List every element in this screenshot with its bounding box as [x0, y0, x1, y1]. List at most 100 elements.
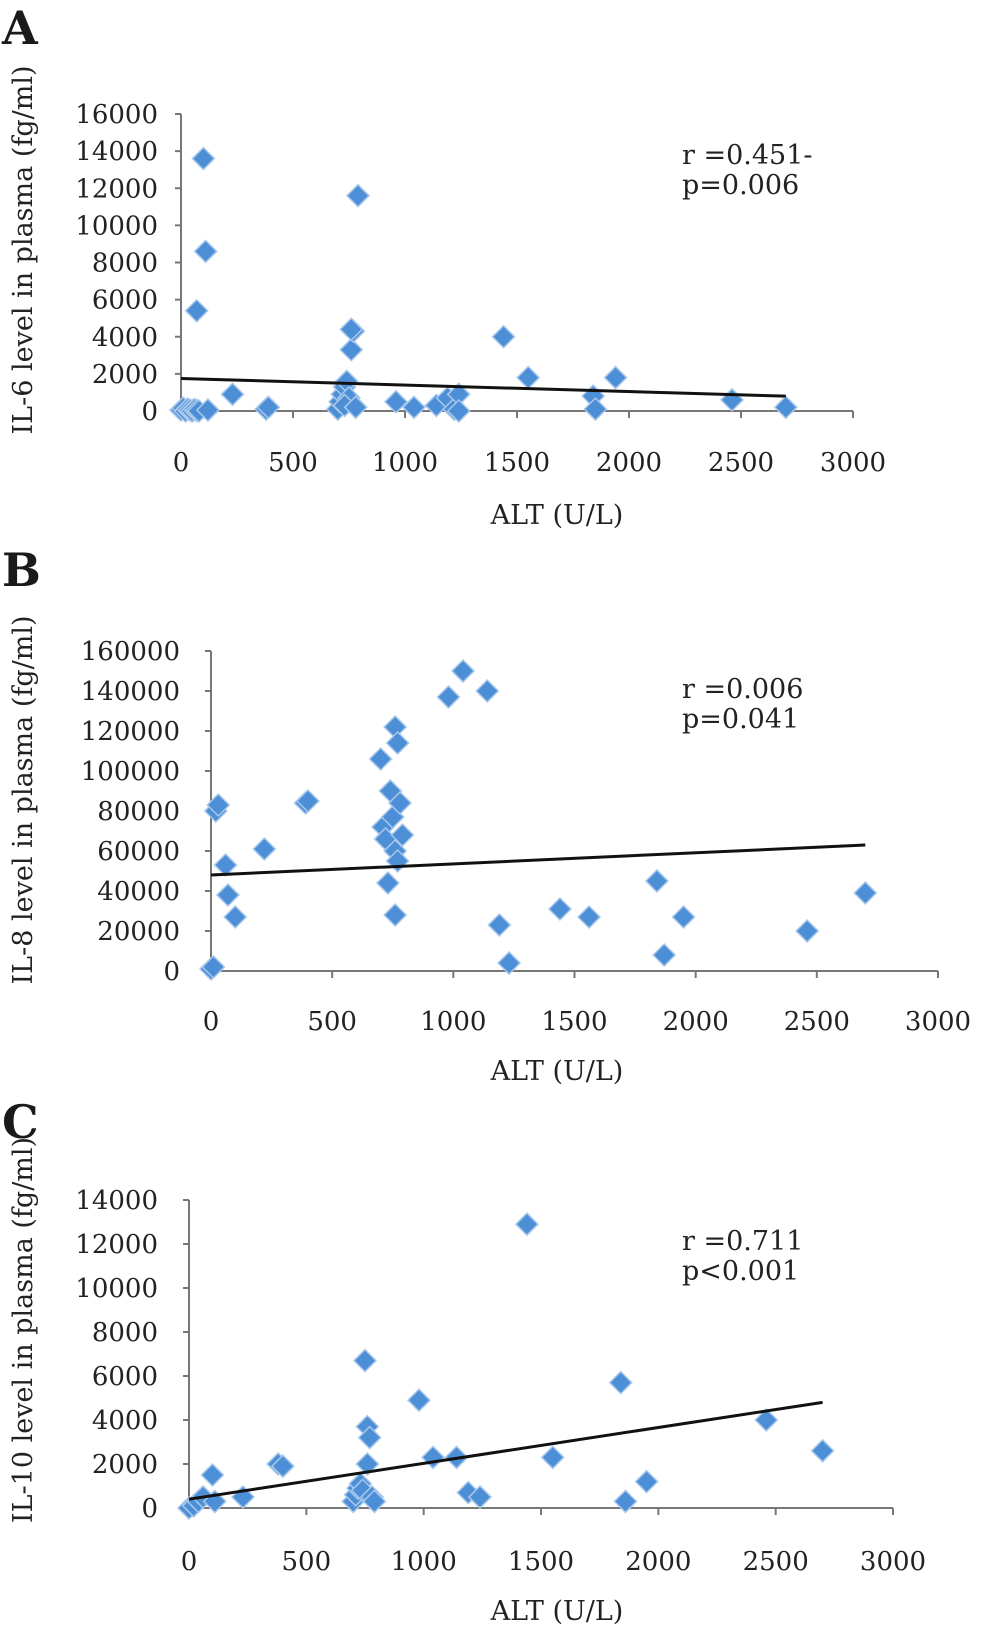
- data-point-b: [383, 902, 408, 928]
- x-tick-label-b: 3000: [905, 1007, 971, 1037]
- data-point-b: [644, 868, 669, 894]
- data-point-b: [450, 658, 476, 684]
- data-point-c: [355, 1451, 380, 1477]
- data-point-a: [603, 365, 628, 390]
- y-axis-title-c: IL-10 level in plasma (fg/ml): [8, 1137, 39, 1523]
- y-tick-label-b: 140000: [81, 677, 180, 707]
- data-point-c: [200, 1462, 225, 1488]
- data-point-c: [810, 1438, 835, 1463]
- x-tick-label-b: 2000: [663, 1007, 729, 1037]
- y-tick-label-c: 6000: [92, 1362, 158, 1392]
- x-tick-label-c: 0: [181, 1547, 198, 1577]
- stat-p-a: p=0.006: [682, 170, 799, 201]
- data-point-a: [491, 324, 516, 349]
- y-tick-label-c: 12000: [75, 1230, 158, 1260]
- data-point-b: [853, 880, 878, 906]
- plot-area-b: 0200004000060000800001000001200001400001…: [81, 637, 971, 1037]
- y-tick-label-a: 0: [141, 397, 158, 427]
- y-tick-label-b: 160000: [81, 637, 180, 667]
- y-axis-title-a: IL-6 level in plasma (fg/ml): [8, 66, 39, 435]
- stat-r-a: r =0.451-: [682, 140, 813, 171]
- y-tick-label-a: 10000: [75, 211, 158, 241]
- y-axis-title-b: IL-8 level in plasma (fg/ml): [8, 616, 39, 985]
- data-point-a: [191, 146, 216, 171]
- data-point-c: [514, 1212, 539, 1237]
- trend-line-a: [180, 377, 786, 398]
- data-point-c: [352, 1348, 378, 1373]
- data-point-b: [213, 852, 238, 878]
- x-tick-label-b: 1500: [541, 1007, 607, 1037]
- y-tick-label-b: 40000: [97, 877, 180, 907]
- data-point-a: [195, 398, 220, 423]
- y-tick-label-b: 120000: [81, 717, 180, 747]
- panel-letter-b: B: [2, 543, 41, 597]
- y-tick-label-a: 16000: [75, 100, 158, 130]
- data-point-a: [401, 395, 427, 420]
- plot-area-c: 0 2000 4000 6000 8000 10000 12000 14000 0 500 1000…: [75, 1186, 926, 1577]
- data-point-a: [345, 183, 371, 208]
- x-tick-label-b: 1000: [420, 1007, 486, 1037]
- data-point-b: [295, 788, 320, 814]
- data-point-c: [634, 1469, 659, 1494]
- data-point-a: [719, 387, 745, 412]
- data-point-a: [343, 395, 368, 420]
- y-tick-label-b: 80000: [97, 797, 180, 827]
- data-point-b: [201, 954, 226, 980]
- y-tick-label-c: 0: [141, 1494, 158, 1524]
- x-tick-label-a: 2000: [596, 448, 662, 478]
- data-point-b: [375, 870, 400, 896]
- data-point-b: [671, 904, 696, 930]
- data-point-a: [184, 298, 209, 323]
- x-tick-label-a: 0: [173, 448, 190, 478]
- panel-letter-c: C: [2, 1095, 39, 1149]
- data-point-b: [576, 904, 602, 930]
- data-point-b: [795, 918, 820, 944]
- data-point-b: [652, 942, 677, 968]
- trend-line-c: [188, 1400, 823, 1501]
- x-tick-label-a: 500: [268, 448, 318, 478]
- y-tick-label-c: 14000: [75, 1186, 158, 1216]
- data-point-b: [215, 882, 241, 908]
- y-tick-label-a: 4000: [92, 323, 158, 353]
- panel-a: A IL-6 level in plasma (fg/ml) ALT (U/L)…: [1, 1, 886, 531]
- y-tick-label-b: 0: [163, 957, 180, 987]
- x-tick-label-a: 2500: [708, 448, 774, 478]
- data-point-b: [385, 730, 410, 756]
- panel-letter-a: A: [1, 1, 39, 55]
- y-tick-label-b: 20000: [97, 917, 180, 947]
- data-point-b: [252, 836, 277, 862]
- x-tick-label-b: 0: [203, 1007, 220, 1037]
- data-point-c: [420, 1445, 446, 1470]
- x-tick-label-b: 2500: [784, 1007, 850, 1037]
- data-point-a: [773, 395, 798, 420]
- y-tick-label-a: 14000: [75, 137, 158, 167]
- data-point-c: [270, 1454, 295, 1479]
- data-point-b: [368, 746, 393, 772]
- data-point-c: [754, 1407, 779, 1433]
- data-point-b: [390, 822, 415, 848]
- data-point-c: [362, 1489, 387, 1514]
- plot-area-a: 0 2000 4000 6000 8000 10000 12000 14000 16000 0 50…: [75, 100, 886, 478]
- data-point-b: [487, 912, 512, 938]
- data-point-b: [547, 896, 573, 922]
- data-point-b: [206, 792, 231, 818]
- y-tick-label-a: 8000: [92, 249, 158, 279]
- data-point-a: [446, 398, 471, 424]
- x-tick-label-c: 1500: [508, 1547, 574, 1577]
- x-axis-title-b: ALT (U/L): [490, 1056, 624, 1087]
- x-tick-label-a: 1000: [372, 448, 438, 478]
- data-point-c: [467, 1484, 493, 1510]
- y-tick-label-c: 8000: [92, 1318, 158, 1348]
- x-axis-title-a: ALT (U/L): [490, 500, 624, 531]
- data-point-c: [613, 1489, 638, 1514]
- data-point-b: [223, 904, 248, 930]
- data-point-a: [339, 337, 364, 362]
- data-point-a: [193, 239, 218, 264]
- data-point-b: [497, 950, 522, 976]
- y-tick-label-a: 6000: [92, 286, 158, 316]
- data-point-c: [608, 1370, 633, 1395]
- stat-r-c: r =0.711: [682, 1226, 803, 1257]
- stat-p-c: p<0.001: [682, 1256, 799, 1287]
- x-tick-label-c: 3000: [860, 1547, 926, 1577]
